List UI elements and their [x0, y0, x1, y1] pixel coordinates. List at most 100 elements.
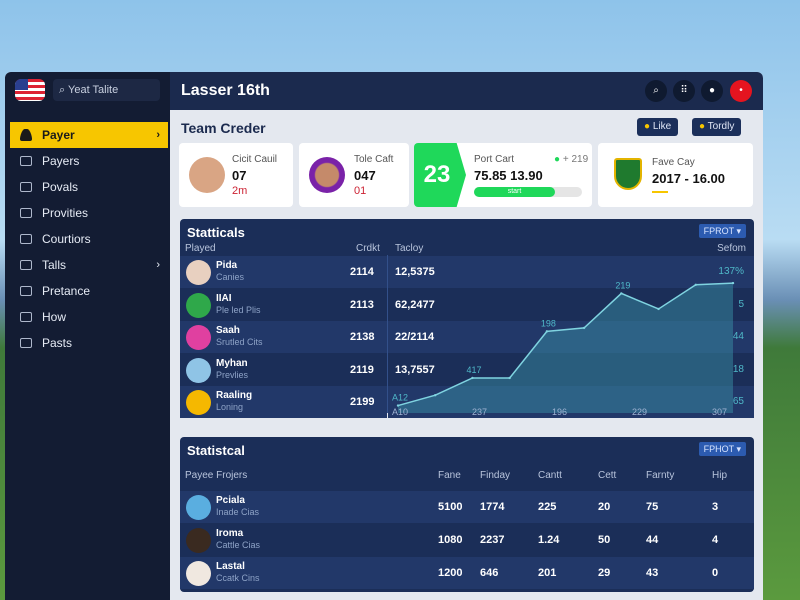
chart-point [508, 376, 511, 380]
column-header[interactable]: Fane [438, 470, 461, 481]
column-header[interactable]: Farnty [646, 470, 675, 481]
coin-icon: ● [644, 121, 651, 132]
chart-point [620, 292, 623, 295]
menu-item-icon [20, 312, 32, 322]
column-header: Played [185, 243, 216, 254]
table-row[interactable]: Raaling Loning 2199 [180, 386, 387, 418]
cell-value: 1080 [438, 534, 463, 546]
point-label: 198 [541, 318, 556, 328]
card-title: Fave Cay [652, 157, 695, 168]
chart-point [434, 394, 437, 397]
chart-point [657, 307, 660, 311]
sidebar-item-pasts[interactable]: Pasts [10, 330, 168, 356]
user-icon[interactable]: ● [701, 80, 723, 102]
chart-line [397, 282, 734, 407]
sidebar-item-label: Courtiors [42, 232, 91, 246]
player-name: Pciala [216, 495, 245, 506]
column-header[interactable]: Cantt [538, 470, 562, 481]
player-sub: Ccatk Cins [216, 573, 260, 583]
menu-item-icon [20, 182, 32, 192]
row-band [388, 321, 754, 353]
player-sub: Cattle Cias [216, 540, 261, 550]
card-delta: + 219 [562, 154, 589, 165]
sidebar-item-povals[interactable]: Povals [10, 174, 168, 200]
progress-fill: start [474, 187, 555, 197]
filter-dropdown[interactable]: FPHOT ▾ [698, 442, 746, 456]
player-name: Lastal [216, 561, 245, 572]
player-card[interactable]: Tole Caft 047 01 [299, 143, 409, 207]
tordly-button[interactable]: ● Tordly [692, 118, 742, 136]
notification-icon[interactable]: • [730, 80, 752, 102]
coin-icon: ● [699, 121, 706, 132]
status-dot-icon: ● [554, 154, 561, 165]
sidebar-item-provities[interactable]: Provities [10, 200, 168, 226]
avatar [186, 325, 211, 350]
card-title: Tole Caft [354, 154, 394, 165]
right-value: 5 [738, 298, 744, 310]
sidebar-item-courtiors[interactable]: Courtiors [10, 226, 168, 252]
search-icon[interactable]: ⌕ [645, 80, 667, 102]
player-name: Iroma [216, 528, 244, 539]
table-row[interactable]: IIAI Ple led Plis 2113 [180, 289, 387, 321]
sidebar-item-pretance[interactable]: Pretance [10, 278, 168, 304]
search-placeholder: Yeat Talite [68, 84, 119, 96]
user-icon [20, 129, 32, 141]
player-name: Raaling [216, 390, 253, 401]
player-sub: Prevlies [216, 369, 249, 380]
card-value: 047 [354, 168, 376, 183]
row-band [388, 386, 754, 418]
table-row[interactable]: Pida Canies 2114 [180, 256, 387, 288]
table-row[interactable]: Saah Srutled Cits 2138 [180, 321, 387, 353]
crest-logo [614, 158, 642, 190]
cell-value: 2237 [480, 534, 505, 546]
sidebar-item-talls[interactable]: Talls › [10, 252, 168, 278]
team-card[interactable]: Fave Cay 2017 - 16.00 [598, 143, 753, 207]
cell-value: 0 [712, 567, 719, 579]
chevron-right-icon: › [156, 259, 160, 271]
column-header[interactable]: Cett [598, 470, 617, 481]
cell-value: 1774 [480, 501, 505, 513]
menu-item-icon [20, 234, 32, 244]
main-content: Team Creder ● Like ● Tordly Cicit Cauil … [170, 110, 763, 600]
player-card[interactable]: Cicit Cauil 07 2m [179, 143, 293, 207]
grid-icon[interactable]: ⠿ [673, 80, 695, 102]
credit-value: 2119 [350, 363, 374, 376]
column-header[interactable]: Hip [712, 470, 728, 481]
avatar [186, 561, 211, 586]
player-name: Saah [216, 325, 240, 336]
table-row[interactable]: Lastal Ccatk Cins 1200 646 201 29 43 0 [180, 557, 754, 589]
dropdown-label: FPHOT [703, 444, 734, 454]
table-row[interactable]: Pciala Inade Cias 5100 1774 225 20 75 3 [180, 491, 754, 523]
player-sub: Loning [216, 402, 244, 412]
page-title: Lasser 16th [181, 82, 270, 99]
cell-value: 1.24 [538, 534, 560, 546]
table-row[interactable]: Myhan Prevlies 2119 [180, 354, 387, 386]
filter-dropdown[interactable]: FPROT ▾ [698, 224, 746, 238]
menu-item-icon [20, 208, 32, 218]
cell-value: 646 [480, 567, 499, 579]
chevron-right-icon: › [156, 129, 160, 141]
score-card[interactable]: 23 Port Cart ● + 219 75.85 13.90 start [414, 143, 592, 207]
sidebar-item-how[interactable]: How [10, 304, 168, 330]
card-value: 07 [232, 168, 247, 183]
sidebar-item-payer[interactable]: Payer › [10, 122, 168, 148]
panel-title: Statticals [187, 225, 245, 240]
chart-point [731, 281, 735, 285]
chart-area [398, 283, 733, 413]
player-sub: Srutled Cits [216, 337, 263, 347]
chart-point [545, 330, 549, 333]
panel-title: Statistcal [187, 443, 245, 458]
x-tick-label: 307 [712, 407, 728, 417]
cell-value: 29 [598, 567, 611, 579]
like-button[interactable]: ● Like [637, 118, 679, 136]
column-header[interactable]: Payee Frojers [185, 470, 248, 481]
credit-value: 2114 [350, 266, 374, 278]
sidebar-item-label: Payers [42, 154, 80, 168]
header: Lasser 16th ⌕ ⠿ ● • [170, 72, 763, 110]
card-value: 75.85 13.90 [474, 168, 543, 183]
right-value: 137% [718, 266, 744, 277]
search-input[interactable]: ⌕ Yeat Talite [53, 79, 160, 101]
sidebar-item-payers[interactable]: Payers [10, 148, 168, 174]
table-row[interactable]: Iroma Cattle Cias 1080 2237 1.24 50 44 4 [180, 524, 754, 556]
column-header[interactable]: Finday [480, 470, 511, 481]
